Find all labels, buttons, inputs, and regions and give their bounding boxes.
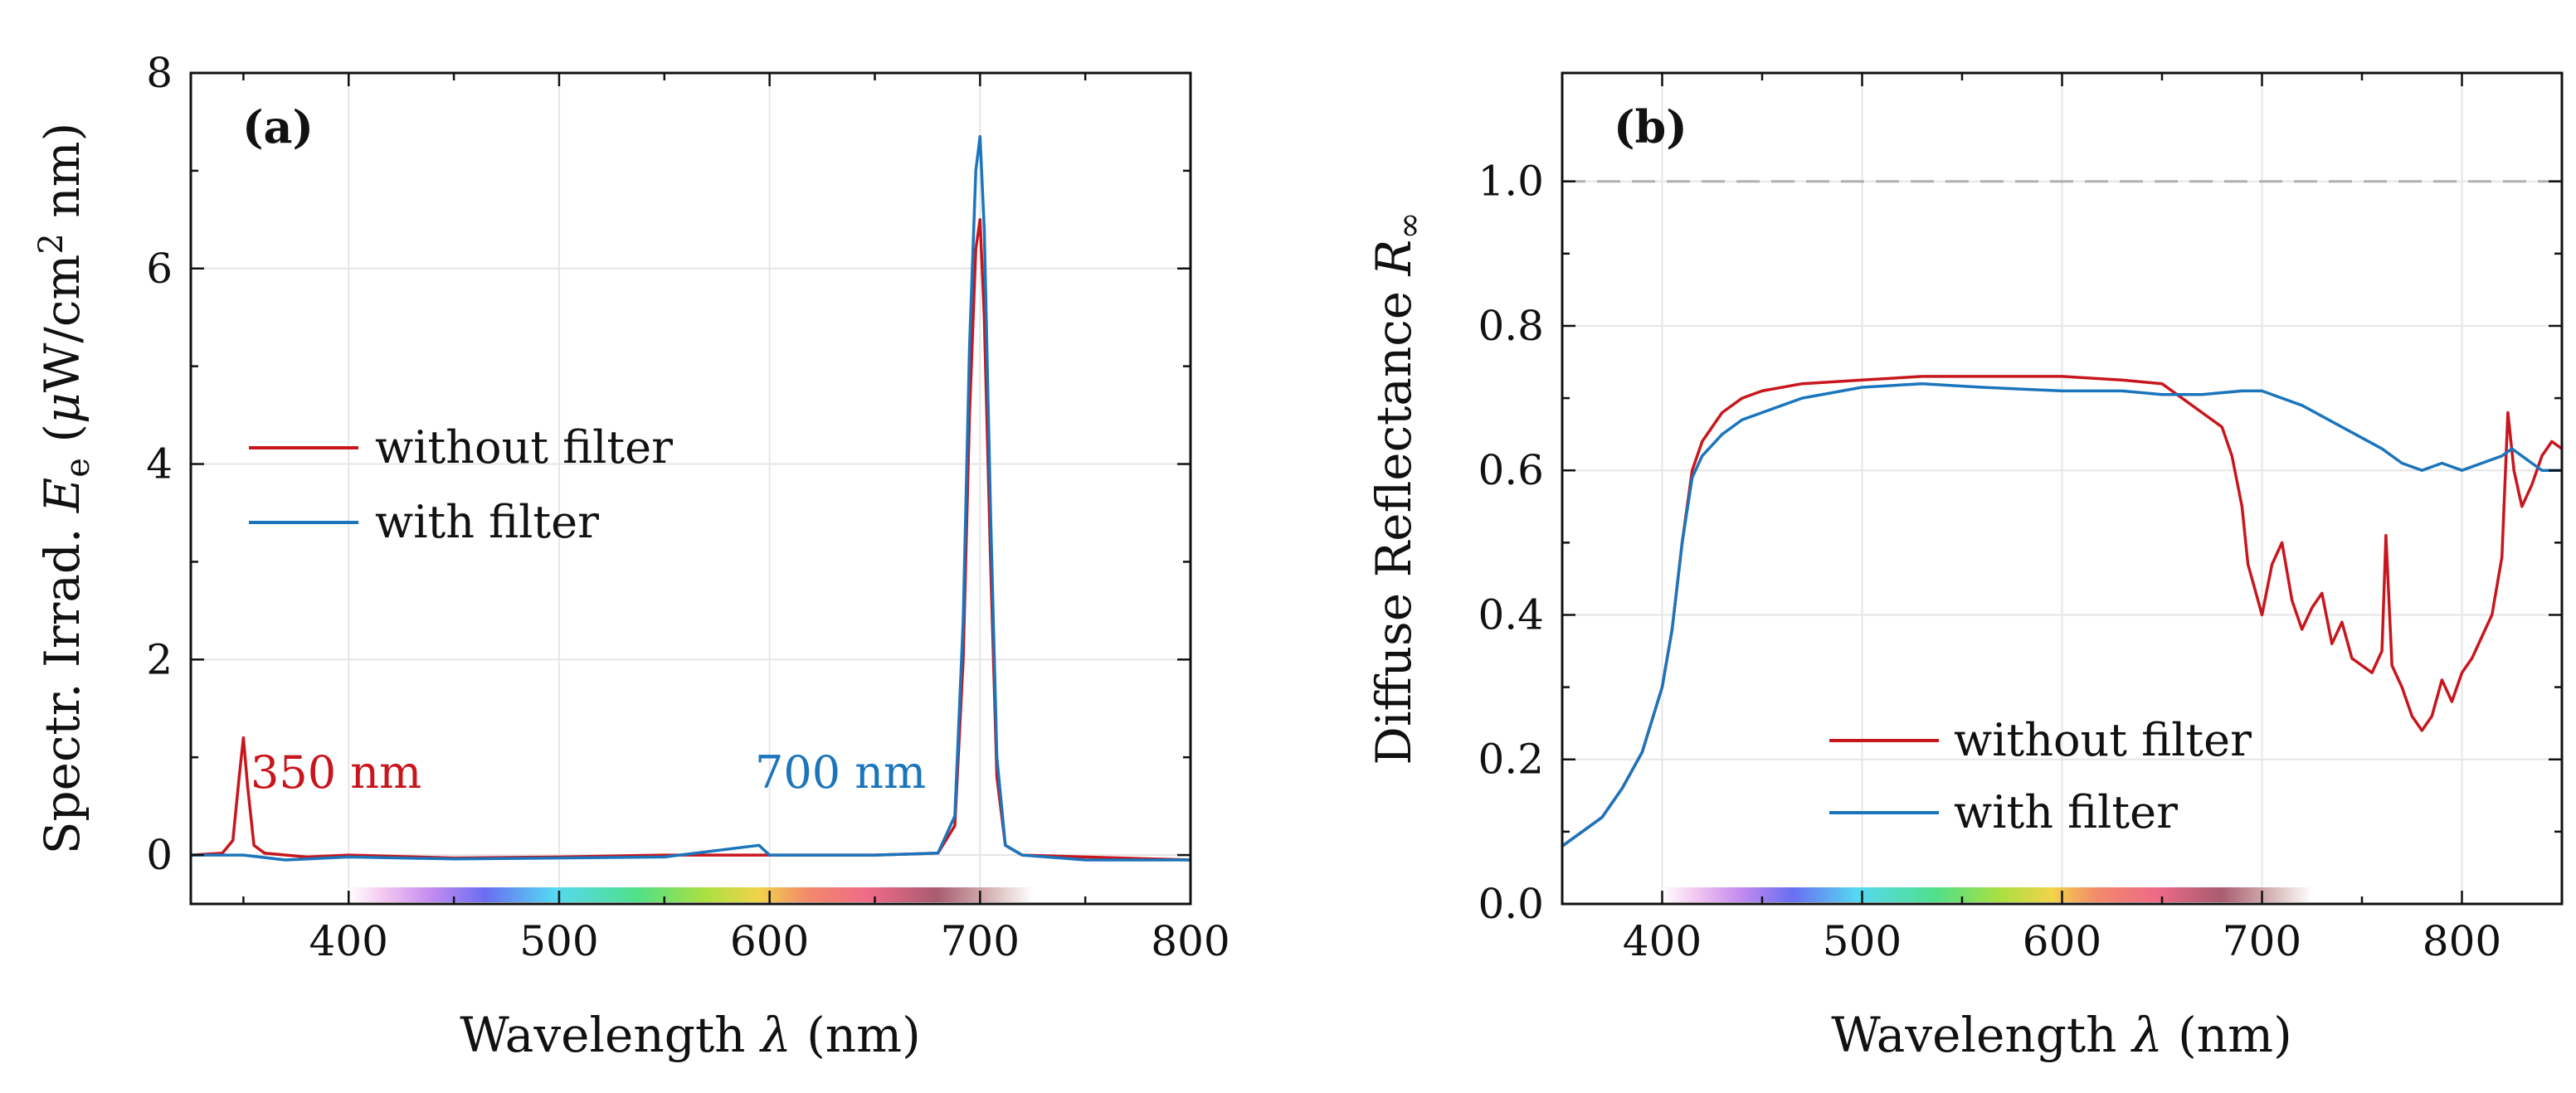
series-line-without-filter-b bbox=[1562, 375, 2562, 848]
y-tick-label: 0.0 bbox=[1478, 880, 1544, 928]
grid-b bbox=[1562, 73, 2562, 905]
plot-frame-a bbox=[189, 71, 1192, 906]
x-tick-label: 800 bbox=[2423, 917, 2501, 965]
x-tick-label: 400 bbox=[309, 917, 388, 965]
x-tick-label: 700 bbox=[2223, 917, 2301, 965]
y-tick-label: 0.2 bbox=[1478, 736, 1544, 784]
y-tick-label: 6 bbox=[146, 245, 173, 293]
x-tick-label: 800 bbox=[1151, 917, 1230, 965]
y-tick-label: 0.8 bbox=[1478, 302, 1544, 350]
legend-label-without-filter-b: without filter bbox=[1954, 714, 2252, 766]
y-tick-label: 4 bbox=[146, 440, 173, 488]
y-tick-label: 0 bbox=[146, 831, 173, 879]
panel-label-a: (a) bbox=[242, 100, 314, 153]
y-tick-label: 2 bbox=[146, 635, 173, 683]
legend-b: without filter with filter bbox=[1829, 714, 2252, 838]
ticks-a: 400 500 600 700 800 0 2 4 6 8 bbox=[146, 49, 1230, 965]
series-line-with-filter-b bbox=[1562, 381, 2562, 848]
x-tick-label: 500 bbox=[1823, 917, 1902, 965]
y-axis-title-b: Diffuse Reflectance R∞ bbox=[1366, 211, 1429, 765]
annotation-700nm: 700 nm bbox=[755, 746, 926, 799]
legend-a: without filter with filter bbox=[249, 421, 673, 548]
visible-spectrum-bar-a bbox=[348, 887, 1033, 902]
y-tick-label: 1.0 bbox=[1478, 158, 1544, 206]
x-tick-label: 700 bbox=[941, 917, 1020, 965]
panel-label-b: (b) bbox=[1614, 100, 1687, 153]
x-tick-label: 400 bbox=[1623, 917, 1702, 965]
y-tick-label: 8 bbox=[146, 49, 173, 97]
y-tick-label: 0.4 bbox=[1478, 590, 1544, 639]
x-axis-title-b: Wavelength λ (nm) bbox=[1831, 1007, 2292, 1063]
annotation-350nm: 350 nm bbox=[251, 746, 421, 799]
legend-label-without-filter-a: without filter bbox=[375, 421, 673, 474]
legend-label-with-filter-b: with filter bbox=[1954, 786, 2178, 838]
panel-b: 400 500 600 700 800 0.0 0.2 0.4 0.6 0.8 1.0 (b) wi… bbox=[1366, 71, 2564, 1063]
x-tick-label: 500 bbox=[519, 917, 598, 965]
x-axis-title-a: Wavelength λ (nm) bbox=[460, 1007, 921, 1063]
visible-spectrum-bar-b bbox=[1662, 887, 2312, 902]
legend-label-with-filter-a: with filter bbox=[375, 496, 599, 548]
x-tick-label: 600 bbox=[730, 917, 809, 965]
y-axis-title-a: Spectr. Irrad. Ee (μW/cm2 nm) bbox=[32, 123, 97, 854]
panel-a: 400 500 600 700 800 0 2 4 6 8 (a) without filter … bbox=[32, 49, 1230, 1063]
y-tick-label: 0.6 bbox=[1478, 446, 1544, 494]
x-tick-label: 600 bbox=[2023, 917, 2101, 965]
series-line-with-filter-a bbox=[191, 134, 1191, 862]
ticks-b: 400 500 600 700 800 0.0 0.2 0.4 0.6 0.8 1.0 bbox=[1478, 73, 2564, 965]
